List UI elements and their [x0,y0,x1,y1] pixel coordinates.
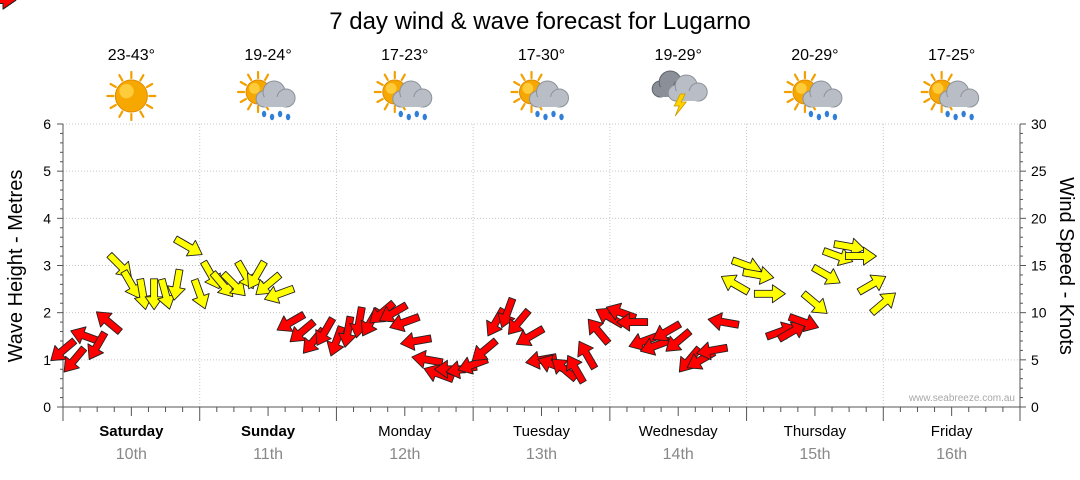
y-right-tick-label: 20 [1031,210,1047,226]
day-name-label: Monday [378,423,432,440]
wind-arrow [720,274,751,296]
wind-arrow [707,312,740,331]
wind-arrow [220,270,246,297]
day-temperature: 23-43° [108,47,155,64]
day-date-label: 11th [253,446,283,463]
day-temperature: 17-25° [928,47,975,64]
sun-cloud-rain-icon [920,70,980,121]
wind-arrow [652,320,682,342]
y-axis-right-label: Wind Speed - Knots [1055,177,1077,355]
day-temperature: 19-29° [655,47,702,64]
day-name-label: Sunday [241,423,296,440]
day-temperature: 19-24° [244,47,291,64]
wind-arrow [776,321,807,343]
wind-arrow [95,311,123,335]
wind-arrow [869,292,897,316]
day-date-label: 15th [799,446,830,463]
day-date-label: 14th [663,446,694,463]
day-name-label: Saturday [99,423,164,440]
wind-arrow [565,354,587,385]
day-temperature: 17-23° [381,47,428,64]
wind-arrow [587,318,612,346]
y-right-tick-label: 0 [1031,399,1039,415]
day-temperature: 20-29° [791,47,838,64]
day-name-label: Friday [931,423,973,440]
y-axis-left-label: Wave Height - Metres [5,170,27,363]
y-left-tick-label: 4 [43,210,51,226]
watermark: www.seabreeze.com.au [908,393,1015,404]
wind-arrow [379,301,409,323]
y-left-tick-label: 1 [43,352,51,368]
y-left-tick-label: 0 [43,399,51,415]
wind-arrow [120,269,142,299]
day-date-label: 10th [116,446,147,463]
day-date-label: 12th [389,446,420,463]
wind-arrow [696,341,729,361]
wind-arrow [63,345,88,373]
wind-arrow [276,311,307,332]
y-right-tick-label: 10 [1031,305,1047,321]
wind-arrow [144,278,164,311]
wind-arrow [856,274,887,296]
wind-arrow [0,0,17,10]
wind-arrow [577,340,599,371]
day-name-label: Thursday [784,423,847,440]
wind-arrow [753,284,786,304]
wind-arrow [157,277,176,310]
wind-arrow [315,316,336,346]
wind-arrow [167,268,186,301]
wind-arrow [389,313,421,333]
y-right-tick-label: 15 [1031,258,1047,274]
wind-arrow [289,318,317,343]
storm-cloud-icon [651,70,708,117]
sun-cloud-rain-icon [236,70,296,121]
wind-arrow [87,330,109,361]
wind-arrow [50,337,78,362]
wind-arrow [821,247,854,267]
y-right-tick-label: 25 [1031,163,1047,179]
wind-arrow [787,313,819,333]
wind-arrow [411,349,444,369]
wind-arrow [628,332,660,351]
sun-cloud-rain-icon [510,70,569,121]
wind-arrow [471,337,499,362]
wind-arrow [264,284,296,304]
y-left-tick-label: 6 [43,116,51,132]
y-right-tick-label: 30 [1031,116,1047,132]
day-name-label: Tuesday [513,423,570,440]
y-right-tick-label: 5 [1031,352,1039,368]
wind-arrow [134,277,153,311]
wind-arrow [845,246,877,266]
day-temperature: 17-30° [518,47,565,64]
sunny-icon [106,70,157,122]
day-date-label: 16th [936,446,967,463]
wind-arrow [616,312,649,332]
y-left-tick-label: 3 [43,258,51,274]
day-name-label: Wednesday [639,423,718,440]
chart-title: 7 day wind & wave forecast for Lugarno [329,8,751,35]
sun-cloud-rain-icon [783,70,843,121]
y-left-tick-label: 5 [43,163,51,179]
sun-cloud-rain-icon [373,70,433,121]
wind-arrow [190,278,210,310]
wind-arrow [507,307,532,335]
wind-arrow [800,290,828,314]
y-left-tick-label: 2 [43,305,51,321]
wind-arrow [173,235,203,257]
wind-arrow [811,263,841,285]
wind-arrow [255,271,283,296]
wind-arrow [399,332,433,351]
wind-arrow [665,328,693,352]
wind-arrow [515,325,546,347]
wind-arrow [742,266,775,285]
day-date-label: 13th [526,446,557,463]
